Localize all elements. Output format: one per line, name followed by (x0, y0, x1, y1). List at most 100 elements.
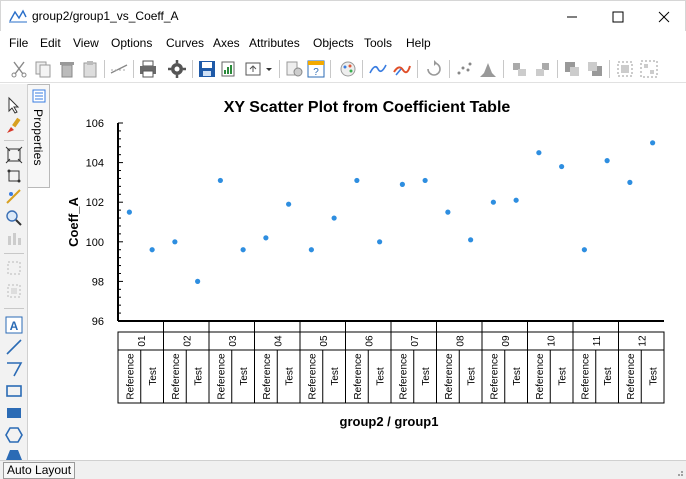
menu-attributes[interactable]: Attributes (249, 36, 300, 50)
data-point-02-reference[interactable] (172, 239, 178, 245)
x-group-label: 05 (319, 335, 330, 347)
x-subgroup-label: Test (421, 367, 432, 386)
data-point-04-reference[interactable] (263, 235, 269, 241)
data-point-12-reference[interactable] (627, 179, 633, 185)
data-point-01-reference[interactable] (126, 209, 132, 215)
close-button[interactable] (641, 1, 686, 32)
menu-view[interactable]: View (73, 36, 99, 50)
data-point-10-test[interactable] (559, 163, 565, 170)
menu-curves[interactable]: Curves (166, 36, 205, 50)
properties-tab[interactable]: Properties (28, 84, 50, 188)
x-group-label: 11 (592, 335, 603, 346)
data-point-07-test[interactable] (422, 177, 428, 184)
select-arrow-icon[interactable] (5, 96, 23, 114)
data-point-02-test[interactable] (195, 278, 201, 284)
data-point-06-reference[interactable] (354, 177, 360, 184)
scatter-chart[interactable]: XY Scatter Plot from Coefficient Table C… (50, 84, 686, 460)
x-subgroup-label: Test (467, 367, 478, 386)
text-icon[interactable]: A (5, 316, 23, 334)
data-info-icon[interactable] (284, 59, 304, 79)
maximize-button[interactable] (595, 1, 641, 32)
menu-axes[interactable]: Axes (213, 36, 240, 50)
screen-reader-icon[interactable] (5, 230, 23, 248)
data-point-12-test[interactable] (650, 140, 656, 146)
y-axis-label: Coeff_A (66, 196, 81, 246)
menu-help[interactable]: Help (406, 36, 431, 50)
data-reader-icon[interactable] (5, 188, 23, 206)
data-point-09-test[interactable] (513, 197, 519, 203)
auto-layout-button[interactable]: Auto Layout (3, 462, 76, 479)
data-point-06-test[interactable] (377, 239, 383, 245)
x-subgroup-label: Reference (580, 353, 591, 400)
bring-forward-icon[interactable] (562, 59, 582, 79)
x-subgroup-label: Reference (216, 353, 227, 400)
data-point-07-reference[interactable] (399, 181, 405, 187)
x-subgroup-label: Reference (125, 353, 136, 400)
data-point-03-test[interactable] (240, 247, 246, 253)
ungroup-icon[interactable] (639, 59, 659, 79)
zoom-icon[interactable] (5, 209, 23, 227)
chevron-down-icon[interactable] (264, 59, 274, 79)
curve-fit-icon[interactable] (109, 59, 129, 79)
menu-options[interactable]: Options (111, 36, 153, 50)
x-group-label: 04 (273, 335, 284, 347)
trapezoid-icon[interactable] (5, 446, 23, 464)
histogram-icon[interactable] (478, 59, 498, 79)
export-image-icon[interactable] (244, 59, 264, 79)
y-tick-label: 96 (92, 316, 104, 328)
zoom-fit-icon[interactable] (5, 146, 23, 164)
save-icon[interactable] (197, 59, 217, 79)
copy-icon[interactable] (33, 59, 53, 79)
x-group-label: 07 (410, 335, 421, 347)
menu-objects[interactable]: Objects (313, 36, 354, 50)
data-point-09-reference[interactable] (490, 199, 496, 205)
data-point-10-reference[interactable] (536, 150, 542, 156)
align-left-icon[interactable] (510, 59, 530, 79)
send-backward-icon[interactable] (585, 59, 605, 79)
color-palette-icon[interactable] (338, 59, 358, 79)
minimize-button[interactable] (549, 1, 595, 32)
resize-grip-icon[interactable] (674, 467, 684, 477)
data-point-05-reference[interactable] (308, 247, 314, 253)
data-point-11-reference[interactable] (581, 247, 587, 253)
curve-style-icon[interactable] (392, 59, 412, 79)
data-point-01-test[interactable] (149, 247, 155, 253)
menu-tools[interactable]: Tools (364, 36, 393, 50)
paint-brush-icon[interactable] (5, 117, 23, 135)
print-icon[interactable] (138, 59, 158, 79)
plot-canvas[interactable]: XY Scatter Plot from Coefficient Table C… (50, 84, 686, 460)
scatter-style-icon[interactable] (454, 59, 474, 79)
delete-icon[interactable] (57, 59, 77, 79)
y-tick-label: 104 (86, 158, 104, 170)
rotate-icon[interactable] (424, 59, 444, 79)
polyline-icon[interactable] (5, 360, 23, 378)
export-data-icon[interactable] (220, 59, 240, 79)
data-point-03-reference[interactable] (217, 177, 223, 184)
x-subgroup-label: Reference (262, 353, 273, 400)
x-subgroup-label: Test (512, 367, 523, 386)
x-group-label: 02 (182, 335, 193, 347)
align-right-icon[interactable] (533, 59, 553, 79)
minimize-icon (567, 16, 577, 18)
data-point-11-test[interactable] (604, 158, 610, 164)
menu-file[interactable]: File (9, 36, 29, 50)
help-icon[interactable]: ? (306, 59, 326, 79)
y-tick-label: 106 (86, 118, 104, 130)
menu-edit[interactable]: Edit (40, 36, 61, 50)
smooth-curve-icon[interactable] (368, 59, 388, 79)
data-point-04-test[interactable] (286, 201, 292, 207)
rectangle-icon[interactable] (5, 382, 23, 400)
data-point-08-test[interactable] (468, 237, 474, 243)
group-icon[interactable] (615, 59, 635, 79)
settings-icon[interactable] (167, 59, 187, 79)
data-point-05-test[interactable] (331, 215, 337, 221)
zoom-extent-icon[interactable] (5, 167, 23, 185)
paste-icon[interactable] (80, 59, 100, 79)
cut-icon[interactable] (9, 59, 29, 79)
line-icon[interactable] (5, 338, 23, 356)
scale-icon[interactable] (5, 259, 23, 277)
hexagon-icon[interactable] (5, 426, 23, 444)
mask-icon[interactable] (5, 282, 23, 300)
filled-rectangle-icon[interactable] (5, 404, 23, 422)
data-point-08-reference[interactable] (445, 209, 451, 215)
